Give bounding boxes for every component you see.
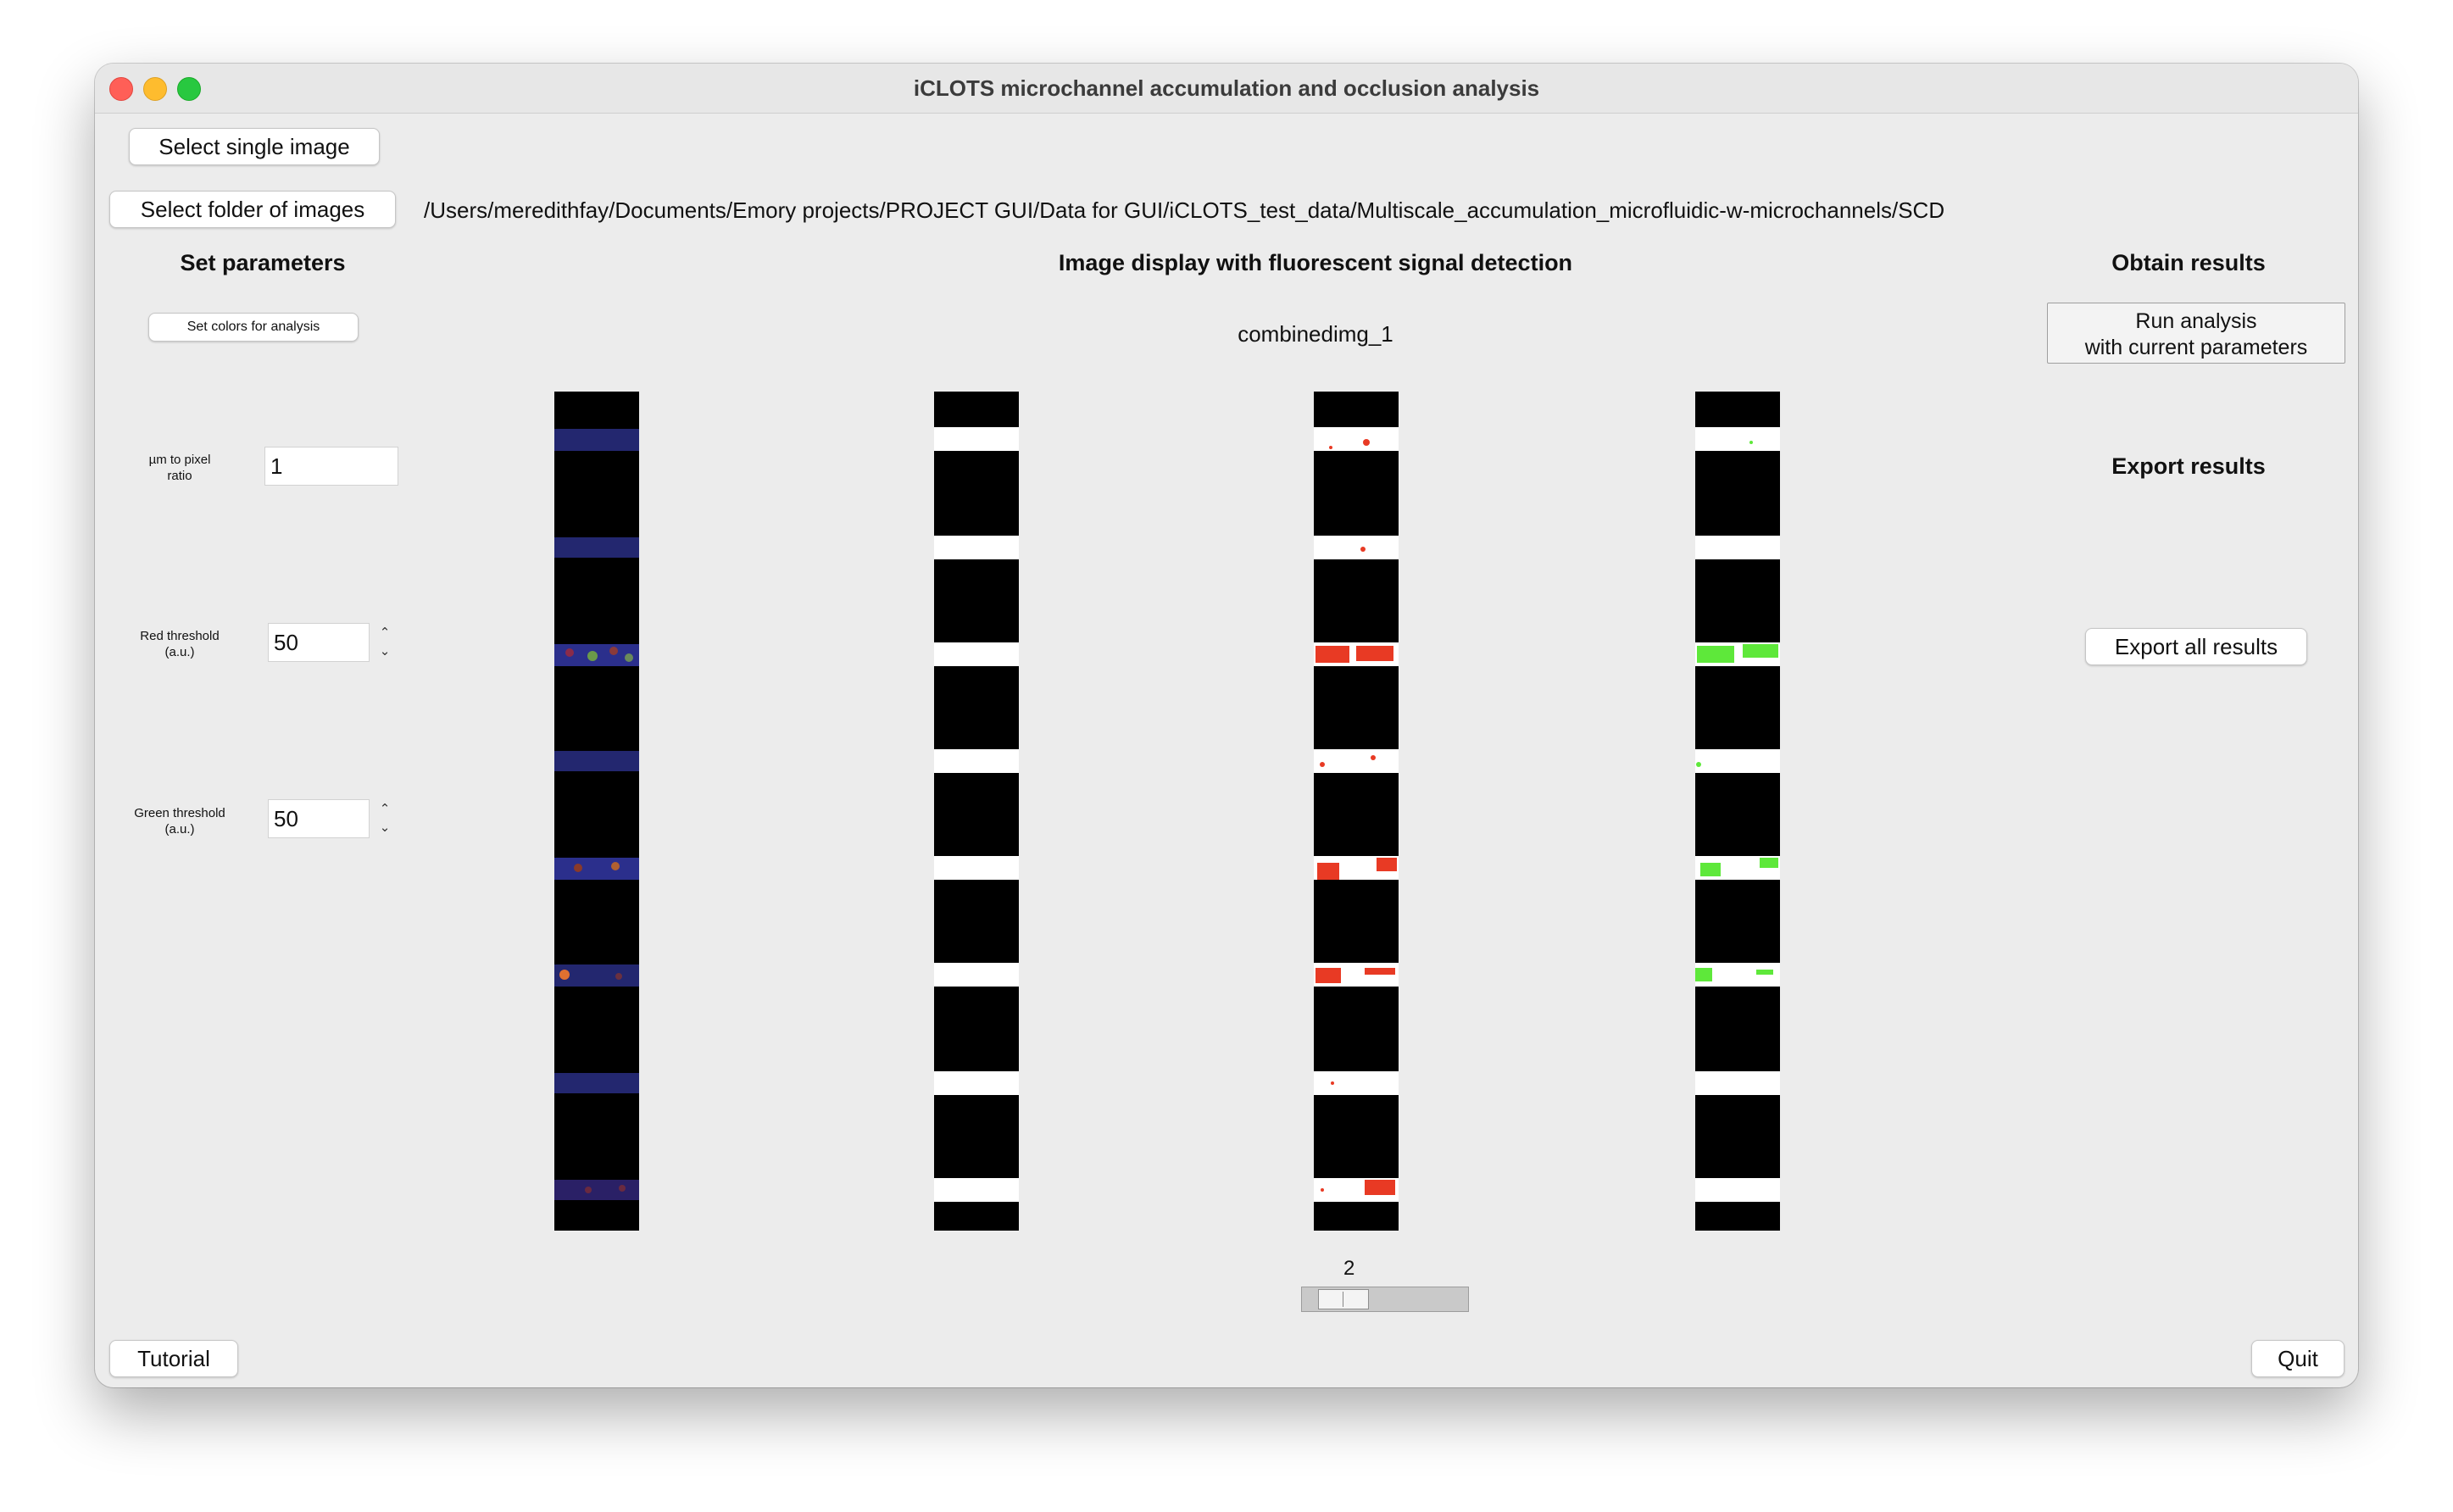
stepper-up-icon[interactable]: ⌃ xyxy=(379,802,391,816)
set-parameters-heading: Set parameters xyxy=(180,250,346,275)
select-folder-button[interactable]: Select folder of images xyxy=(109,191,396,228)
export-results-heading: Export results xyxy=(2111,453,2266,479)
image-display-heading: Image display with fluorescent signal de… xyxy=(1058,250,1573,275)
export-all-results-button[interactable]: Export all results xyxy=(2085,628,2307,665)
run-analysis-button[interactable]: Run analysis with current parameters xyxy=(2047,303,2345,364)
green-signal-image xyxy=(1695,392,1780,1231)
minimize-window-button[interactable] xyxy=(143,77,167,101)
tutorial-button[interactable]: Tutorial xyxy=(109,1340,238,1377)
close-window-button[interactable] xyxy=(109,77,133,101)
stepper-down-icon[interactable]: ⌄ xyxy=(379,820,391,835)
um-to-pixel-input[interactable]: 1 xyxy=(264,447,398,486)
selected-folder-path: /Users/meredithfay/Documents/Emory proje… xyxy=(424,197,1945,223)
red-threshold-input[interactable]: 50 xyxy=(268,623,370,662)
stepper-up-icon[interactable]: ⌃ xyxy=(379,625,391,640)
title-bar: iCLOTS microchannel accumulation and occ… xyxy=(95,64,2358,114)
red-signal-image xyxy=(1314,392,1399,1231)
um-to-pixel-label: µm to pixel ratio xyxy=(148,453,211,483)
maximize-window-button[interactable] xyxy=(177,77,201,101)
green-threshold-input[interactable]: 50 xyxy=(268,799,370,838)
original-composite-image xyxy=(554,392,639,1231)
green-threshold-stepper[interactable]: ⌃ ⌄ xyxy=(376,800,393,837)
app-window: iCLOTS microchannel accumulation and occ… xyxy=(95,64,2358,1387)
select-single-image-button[interactable]: Select single image xyxy=(129,128,380,165)
green-threshold-label: Green threshold (a.u.) xyxy=(134,806,225,837)
channel-mask-image xyxy=(934,392,1019,1231)
slider-value: 2 xyxy=(1343,1257,1355,1280)
red-threshold-stepper[interactable]: ⌃ ⌄ xyxy=(376,624,393,661)
set-colors-button[interactable]: Set colors for analysis xyxy=(148,313,359,342)
image-slider-handle[interactable] xyxy=(1318,1289,1369,1309)
red-threshold-label: Red threshold (a.u.) xyxy=(140,629,220,659)
stepper-down-icon[interactable]: ⌄ xyxy=(379,644,391,659)
image-filename: combinedimg_1 xyxy=(1238,321,1393,347)
quit-button[interactable]: Quit xyxy=(2251,1340,2345,1377)
window-title: iCLOTS microchannel accumulation and occ… xyxy=(913,75,1540,101)
obtain-results-heading: Obtain results xyxy=(2111,250,2266,275)
